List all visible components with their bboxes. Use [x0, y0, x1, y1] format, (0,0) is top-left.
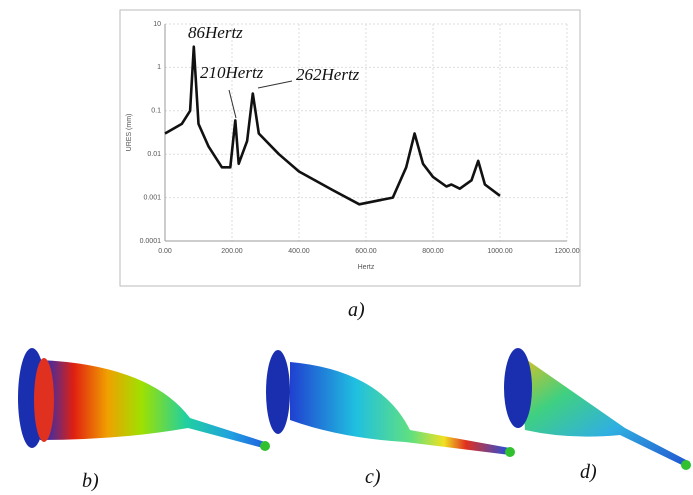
- annotation: 262Hertz: [296, 65, 360, 84]
- x-tick-label: 1200.00: [554, 248, 579, 255]
- annotation: 86Hertz: [188, 23, 243, 42]
- x-tick-label: 200.00: [221, 248, 243, 255]
- x-tick-label: 400.00: [288, 248, 310, 255]
- y-tick-label: 0.0001: [140, 238, 162, 245]
- model-b: [18, 348, 270, 451]
- y-tick-label: 1: [157, 64, 161, 71]
- y-tick-label: 0.1: [151, 108, 161, 115]
- x-tick-label: 800.00: [422, 248, 444, 255]
- model-d: [504, 348, 691, 470]
- annotation: 210Hertz: [200, 63, 264, 82]
- panel-label: d): [580, 461, 597, 483]
- x-tick-label: 0.00: [158, 248, 172, 255]
- panel-label: a): [348, 299, 365, 321]
- page: {"chart_data": {"type": "line", "x_label…: [0, 0, 693, 495]
- panel-label: c): [365, 466, 381, 488]
- x-axis-title: Hertz: [358, 264, 375, 271]
- x-tick-label: 1000.00: [487, 248, 512, 255]
- y-tick-label: 0.001: [143, 194, 161, 201]
- y-tick-label: 10: [153, 21, 161, 28]
- x-tick-label: 600.00: [355, 248, 377, 255]
- chart-frame: [120, 10, 580, 286]
- panel-label: b): [82, 470, 99, 492]
- figure: 0.0001 0.001 0.01 0.1 1 10 0.00 200.00 400.00 600…: [0, 0, 693, 495]
- y-tick-label: 0.01: [147, 151, 161, 158]
- model-c: [266, 350, 515, 457]
- y-axis-title: URES (mm): [126, 114, 133, 152]
